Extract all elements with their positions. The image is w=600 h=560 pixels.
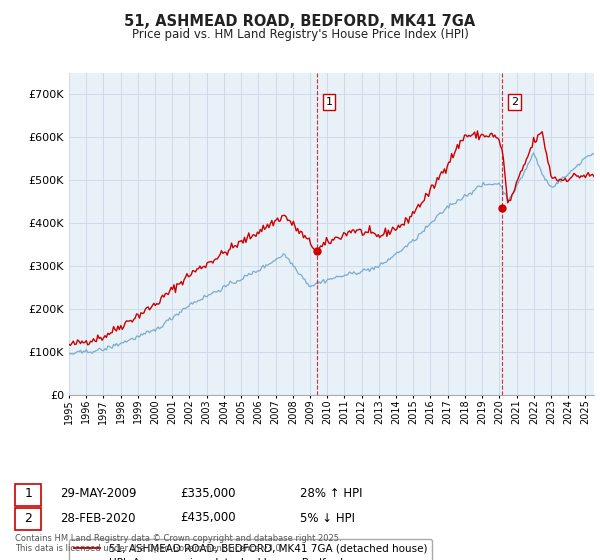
Text: 1: 1 xyxy=(24,487,32,501)
Text: 1: 1 xyxy=(326,97,332,107)
Text: 29-MAY-2009: 29-MAY-2009 xyxy=(60,487,137,501)
Text: £335,000: £335,000 xyxy=(180,487,235,501)
Text: 51, ASHMEAD ROAD, BEDFORD, MK41 7GA: 51, ASHMEAD ROAD, BEDFORD, MK41 7GA xyxy=(124,14,476,29)
Text: £435,000: £435,000 xyxy=(180,511,236,525)
Text: Contains HM Land Registry data © Crown copyright and database right 2025.
This d: Contains HM Land Registry data © Crown c… xyxy=(15,534,341,553)
Text: 28-FEB-2020: 28-FEB-2020 xyxy=(60,511,136,525)
Legend: 51, ASHMEAD ROAD, BEDFORD, MK41 7GA (detached house), HPI: Average price, detach: 51, ASHMEAD ROAD, BEDFORD, MK41 7GA (det… xyxy=(69,539,432,560)
Text: 2: 2 xyxy=(24,511,32,525)
Text: Price paid vs. HM Land Registry's House Price Index (HPI): Price paid vs. HM Land Registry's House … xyxy=(131,28,469,41)
Text: 28% ↑ HPI: 28% ↑ HPI xyxy=(300,487,362,501)
Text: 5% ↓ HPI: 5% ↓ HPI xyxy=(300,511,355,525)
Text: 2: 2 xyxy=(511,97,518,107)
